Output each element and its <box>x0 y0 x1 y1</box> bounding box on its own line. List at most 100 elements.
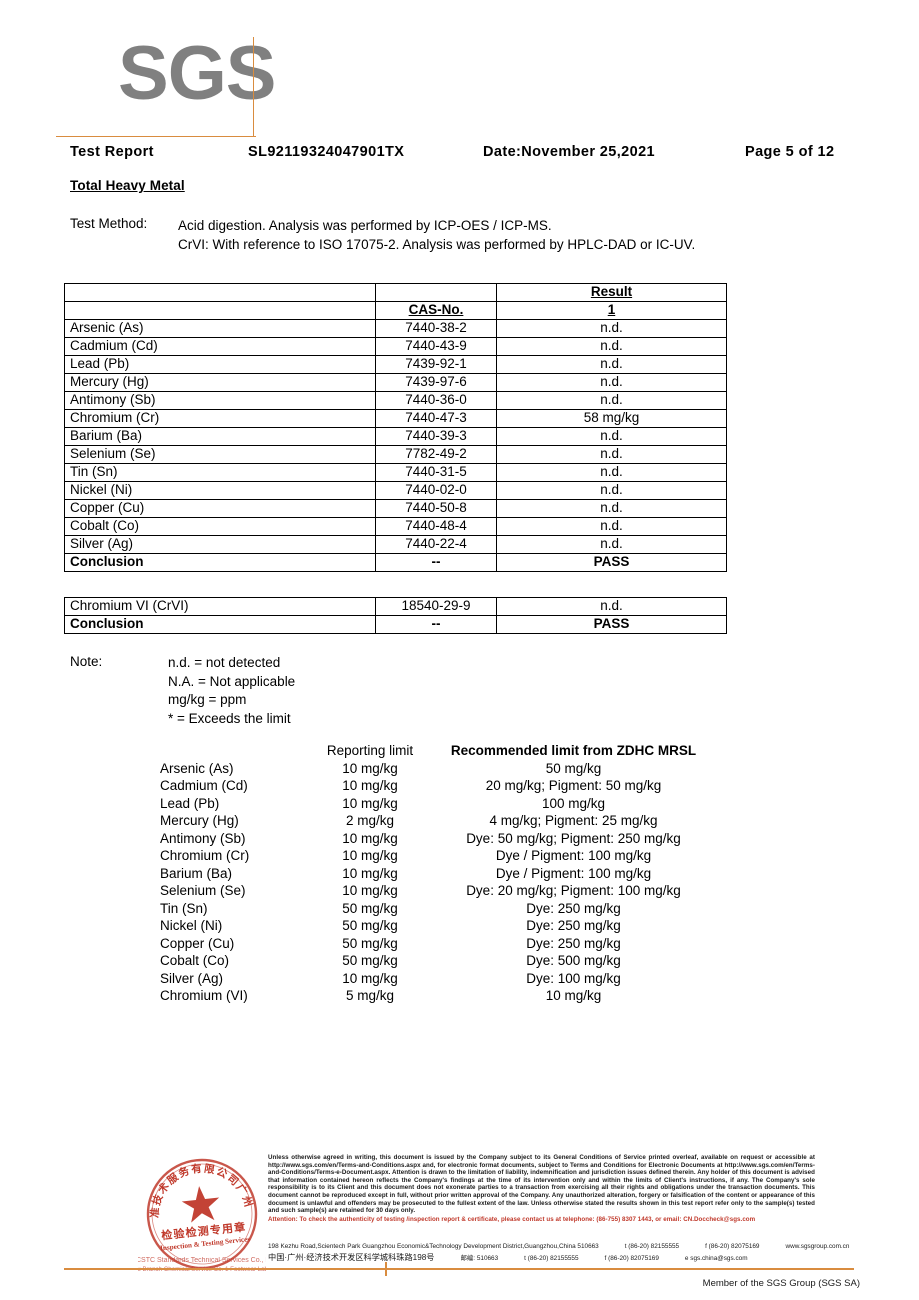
header-blank-cas-cell <box>375 283 497 302</box>
limit-analyte: Cadmium (Cd) <box>160 778 248 793</box>
table-row: Copper (Cu) 7440-50-8 n.d. <box>64 499 727 518</box>
cell-result: n.d. <box>496 427 727 446</box>
cell-analyte: Copper (Cu) <box>64 499 376 518</box>
sgs-group-member-text: Member of the SGS Group (SGS SA) <box>702 1278 860 1289</box>
results-table: Result CAS-No. 1 Arsenic (As) 7440-38-2 … <box>64 283 727 572</box>
office-address-block: 198 Kezhu Road,Scientech Park Guangzhou … <box>268 1242 868 1264</box>
limit-reporting: 50 mg/kg <box>342 935 398 951</box>
table-row: Barium (Ba) 7440-39-3 n.d. <box>64 427 727 446</box>
list-item: Silver (Ag) 10 mg/kg Dye: 100 mg/kg <box>160 970 715 988</box>
table-row: Mercury (Hg) 7439-97-6 n.d. <box>64 373 727 392</box>
conclusion-label: Conclusion <box>64 553 376 572</box>
address-line-chinese: 中国·广州·经济技术开发区科学城科珠路198号 邮编: 510663 t (86-2… <box>268 1253 868 1264</box>
cell-cas: 7440-39-3 <box>375 427 497 446</box>
header-result-group: Result <box>496 283 727 302</box>
limits-table-body: Arsenic (As) 10 mg/kg 50 mg/kg Cadmium (… <box>160 760 715 1005</box>
cell-cas: 7440-36-0 <box>375 391 497 410</box>
conclusion-row: Conclusion -- PASS <box>64 615 727 634</box>
page-number: Page 5 of 12 <box>745 144 835 160</box>
address-cn-zip: 邮编: 510663 <box>460 1255 499 1262</box>
list-item: Antimony (Sb) 10 mg/kg Dye: 50 mg/kg; Pi… <box>160 830 715 848</box>
seal-graphic: 上海标准技术服务有限公司广州分公司 检验检测专用章 Inspection & T… <box>138 1154 266 1273</box>
cell-analyte: Tin (Sn) <box>64 463 376 482</box>
table-row: Chromium (Cr) 7440-47-3 58 mg/kg <box>64 409 727 428</box>
limit-recommended: 10 mg/kg <box>545 988 602 1003</box>
limits-header-analyte <box>160 742 308 760</box>
footer-accent-rule <box>64 1268 854 1270</box>
limit-analyte: Tin (Sn) <box>160 900 208 916</box>
conclusion-cas: -- <box>375 615 497 634</box>
limit-reporting: 10 mg/kg <box>342 760 398 776</box>
cell-analyte: Arsenic (As) <box>64 319 376 338</box>
cell-cas: 7440-47-3 <box>375 409 497 428</box>
authenticity-attention-text: Attention: To check the authenticity of … <box>268 1215 756 1223</box>
limit-recommended: Dye / Pigment: 100 mg/kg <box>495 848 652 863</box>
svg-text:SGS-CSTC Standards Technical S: SGS-CSTC Standards Technical Services Co… <box>138 1257 266 1264</box>
cell-analyte: Barium (Ba) <box>64 427 376 446</box>
limit-recommended: 4 mg/kg; Pigment: 25 mg/kg <box>489 813 658 828</box>
test-method-line-1: Acid digestion. Analysis was performed b… <box>178 218 552 233</box>
limits-header-reporting: Reporting limit <box>326 743 414 758</box>
limit-reporting: 2 mg/kg <box>345 813 395 828</box>
cell-result: n.d. <box>496 355 727 374</box>
limit-reporting: 10 mg/kg <box>342 865 398 881</box>
results-header-row-2: CAS-No. 1 <box>64 301 727 320</box>
limit-recommended: Dye / Pigment: 100 mg/kg <box>495 865 652 881</box>
header-cas-cell: CAS-No. <box>375 301 497 320</box>
note-label: Note: <box>70 654 103 669</box>
crvi-table-body: Chromium VI (CrVI) 18540-29-9 n.d. Concl… <box>64 597 727 634</box>
cell-cas: 7439-92-1 <box>375 355 497 374</box>
list-item: Chromium (Cr) 10 mg/kg Dye / Pigment: 10… <box>160 847 715 865</box>
page-title: Total Heavy Metal <box>70 178 185 193</box>
report-number: SL92119324047901TX <box>248 144 405 160</box>
document-type: Test Report <box>70 144 154 160</box>
limit-reporting: 50 mg/kg <box>342 953 398 968</box>
limit-analyte: Selenium (Se) <box>160 883 246 898</box>
list-item: Mercury (Hg) 2 mg/kg 4 mg/kg; Pigment: 2… <box>160 812 715 830</box>
table-row: Antimony (Sb) 7440-36-0 n.d. <box>64 391 727 410</box>
sgs-logo: SGS <box>56 36 298 140</box>
list-item: Lead (Pb) 10 mg/kg 100 mg/kg <box>160 795 715 813</box>
test-method-body: Acid digestion. Analysis was performed b… <box>178 216 703 254</box>
limits-table-head: Reporting limit Recommended limit from Z… <box>160 742 715 760</box>
table-row: Silver (Ag) 7440-22-4 n.d. <box>64 535 727 554</box>
table-row: Nickel (Ni) 7440-02-0 n.d. <box>64 481 727 500</box>
header-sample-cell: 1 <box>496 301 727 320</box>
note-line: mg/kg = ppm <box>168 692 247 707</box>
limit-reporting: 5 mg/kg <box>345 988 395 1003</box>
cell-analyte: Lead (Pb) <box>64 355 376 374</box>
limit-recommended: Dye: 50 mg/kg; Pigment: 250 mg/kg <box>466 830 681 846</box>
cell-result: n.d. <box>496 373 727 392</box>
limits-header-recommended: Recommended limit from ZDHC MRSL <box>450 743 697 758</box>
note-line: N.A. = Not applicable <box>168 673 296 689</box>
cell-result: n.d. <box>496 319 727 338</box>
list-item: Arsenic (As) 10 mg/kg 50 mg/kg <box>160 760 715 778</box>
limit-analyte: Barium (Ba) <box>160 865 233 881</box>
cell-analyte: Nickel (Ni) <box>64 481 376 500</box>
conclusion-result: PASS <box>496 615 727 634</box>
address-en-tel: t (86-20) 82155555 <box>624 1243 680 1250</box>
limit-analyte: Nickel (Ni) <box>160 918 223 933</box>
limit-recommended: Dye: 20 mg/kg; Pigment: 100 mg/kg <box>466 883 681 898</box>
table-row: Arsenic (As) 7440-38-2 n.d. <box>64 319 727 338</box>
list-item: Barium (Ba) 10 mg/kg Dye / Pigment: 100 … <box>160 865 715 883</box>
limit-analyte: Cobalt (Co) <box>160 953 230 968</box>
cell-analyte: Antimony (Sb) <box>64 391 376 410</box>
list-item: Tin (Sn) 50 mg/kg Dye: 250 mg/kg <box>160 900 715 918</box>
limit-recommended: 20 mg/kg; Pigment: 50 mg/kg <box>485 778 662 793</box>
list-item: Nickel (Ni) 50 mg/kg Dye: 250 mg/kg <box>160 917 715 935</box>
limit-reporting: 10 mg/kg <box>342 848 398 863</box>
legal-body-text: Unless otherwise agreed in writing, this… <box>268 1154 815 1215</box>
report-header-bar: Test Report SL92119324047901TX Date:Nove… <box>70 144 870 162</box>
table-row: Cobalt (Co) 7440-48-4 n.d. <box>64 517 727 536</box>
limit-analyte: Copper (Cu) <box>160 935 235 951</box>
cell-result: n.d. <box>496 445 727 464</box>
limit-analyte: Mercury (Hg) <box>160 813 239 828</box>
cell-cas: 7440-38-2 <box>375 319 497 338</box>
cell-cas: 7782-49-2 <box>375 445 497 464</box>
note-line: n.d. = not detected <box>168 655 281 670</box>
cell-analyte: Mercury (Hg) <box>64 373 376 392</box>
sgs-logo-text: SGS <box>118 31 276 116</box>
limit-reporting: 50 mg/kg <box>342 918 398 933</box>
